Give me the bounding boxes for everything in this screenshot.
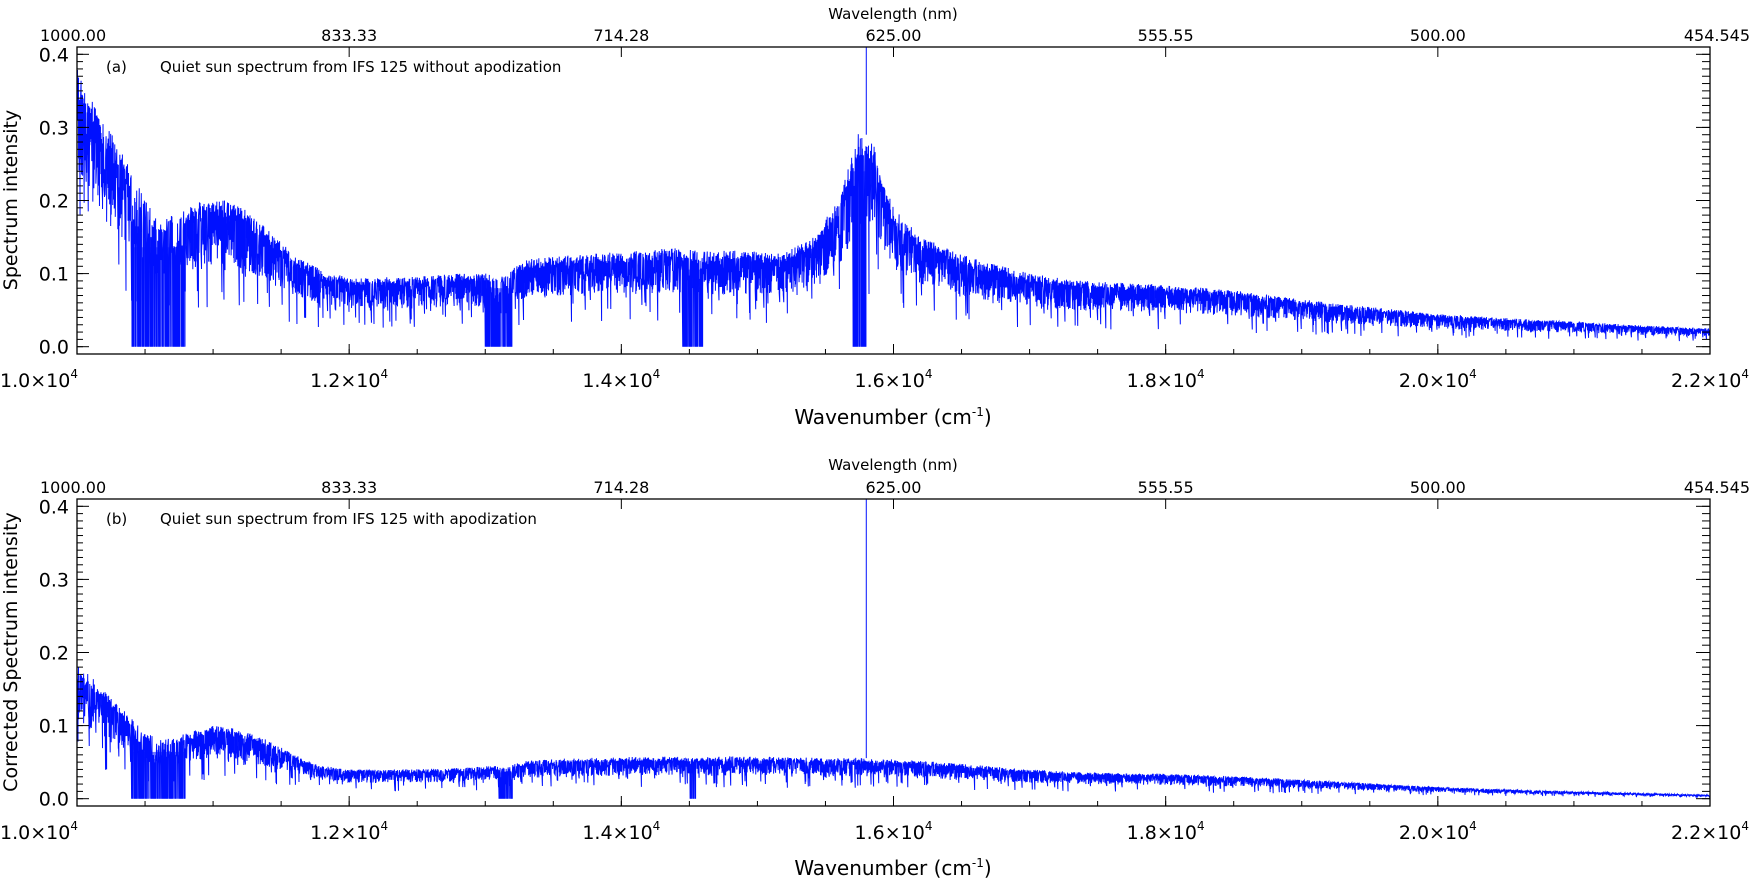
panel-b-series-group <box>76 499 1711 799</box>
panel-a-xtick-label-0: 1.0×104 <box>0 367 78 392</box>
panel-b-x2tick-label-2: 714.28 <box>593 478 649 497</box>
panel-b-absorption-band-1 <box>498 772 513 799</box>
panel-a-ytick-label-3: 0.3 <box>39 117 69 139</box>
panel-b-ytick-label-4: 0.4 <box>39 496 69 518</box>
panel-a-absorption-band-3 <box>852 171 867 347</box>
panel-a-ylabel: Spectrum intensity <box>0 110 22 290</box>
panel-b-absorption-band-2 <box>689 765 697 799</box>
panel-a-xtick-label-6: 2.2×104 <box>1671 367 1749 392</box>
panel-a-ytick-label-1: 0.1 <box>39 264 69 286</box>
panel-b-xtick-label-3: 1.6×104 <box>855 819 933 844</box>
panel-a-plot-frame <box>76 46 1711 355</box>
panel-b-xtick-label-0: 1.0×104 <box>0 819 78 844</box>
panel-b-x2tick-label-0: 1000.00 <box>40 478 106 497</box>
panel-b-x2tick-label-6: 454.545 <box>1684 478 1750 497</box>
panel-a-xlabel-end: ) <box>984 405 992 429</box>
panel-b-xtick-label-5: 2.0×104 <box>1399 819 1477 844</box>
panel-b-x2tick-label-1: 833.33 <box>321 478 377 497</box>
panel-a-label: (a) <box>106 58 127 76</box>
panel-a-x2tick-label-4: 555.55 <box>1138 26 1194 45</box>
panel-a-series-group <box>76 47 1711 347</box>
panel-b-ytick-label-2: 0.2 <box>39 643 69 665</box>
panel-b-xlabel-end: ) <box>984 856 992 880</box>
panel-a-ytick-label-4: 0.4 <box>39 44 69 66</box>
panel-b-ytick-label-1: 0.1 <box>39 716 69 738</box>
panel-b-axes: 1.0×104 1.2×104 1.4×104 1.6×104 1.8×104 2.0×1… <box>0 478 1750 844</box>
panel-b-spectrum-line <box>76 663 1711 799</box>
panel-a-absorption-band-0 <box>131 247 186 347</box>
panel-b-xtick-label-4: 1.8×104 <box>1127 819 1205 844</box>
panel-a-xtick-label-1: 1.2×104 <box>310 367 388 392</box>
panel-a-x2tick-label-0: 1000.00 <box>40 26 106 45</box>
panel-a-xtick-label-4: 1.8×104 <box>1127 367 1205 392</box>
panel-b-x2tick-label-5: 500.00 <box>1410 478 1466 497</box>
panel-b-ytick-label-0: 0.0 <box>39 789 69 811</box>
panel-a-ytick-label-2: 0.2 <box>39 191 69 213</box>
panel-b-xlabel: Wavenumber (cm-1) <box>794 856 991 880</box>
panel-b-xtick-label-1: 1.2×104 <box>310 819 388 844</box>
panel-b-xtick-label-6: 2.2×104 <box>1671 819 1749 844</box>
panel-a-x2tick-label-3: 625.00 <box>866 26 922 45</box>
panel-b: 1.0×104 1.2×104 1.4×104 1.6×104 1.8×104 2.0×1… <box>0 456 1750 880</box>
panel-b-ytick-label-3: 0.3 <box>39 569 69 591</box>
panel-a-annotation: Quiet sun spectrum from IFS 125 without … <box>160 58 561 76</box>
panel-a-absorption-band-1 <box>485 288 513 347</box>
panel-a-x2tick-label-1: 833.33 <box>321 26 377 45</box>
panel-b-absorption-band-0 <box>131 751 186 799</box>
panel-a-xlabel: Wavenumber (cm-1) <box>794 405 991 429</box>
panel-a-x2tick-label-6: 454.545 <box>1684 26 1750 45</box>
panel-a-axes: 1.0×104 1.2×104 1.4×104 1.6×104 1.8×104 2.0×1… <box>0 26 1750 392</box>
panel-b-x2-title: Wavelength (nm) <box>828 456 958 474</box>
panel-a-xtick-label-2: 1.4×104 <box>582 367 660 392</box>
panel-a-x2tick-label-2: 714.28 <box>593 26 649 45</box>
panel-b-ylabel: Corrected Spectrum intensity <box>0 512 22 792</box>
panel-b-plot-frame <box>76 498 1711 807</box>
panel-a-x2-title: Wavelength (nm) <box>828 5 958 23</box>
panel-a-xlabel-sup: -1 <box>972 405 984 419</box>
panel-a-spectrum-line <box>76 70 1711 347</box>
panel-a-ytick-label-0: 0.0 <box>39 337 69 359</box>
panel-b-x2tick-label-4: 555.55 <box>1138 478 1194 497</box>
panel-a-xtick-label-5: 2.0×104 <box>1399 367 1477 392</box>
panel-b-xlabel-main: Wavenumber (cm <box>794 856 972 880</box>
panel-a-absorption-band-2 <box>682 269 703 347</box>
panel-b-x2tick-label-3: 625.00 <box>866 478 922 497</box>
panel-b-label: (b) <box>106 510 127 528</box>
panel-a-xlabel-main: Wavenumber (cm <box>794 405 972 429</box>
panel-b-xtick-label-2: 1.4×104 <box>582 819 660 844</box>
panel-b-xlabel-sup: -1 <box>972 856 984 870</box>
panel-a-x2tick-label-5: 500.00 <box>1410 26 1466 45</box>
panel-b-annotation: Quiet sun spectrum from IFS 125 with apo… <box>160 510 537 528</box>
panel-a-xtick-label-3: 1.6×104 <box>855 367 933 392</box>
panel-a: 1.0×104 1.2×104 1.4×104 1.6×104 1.8×104 2.0×1… <box>0 5 1750 429</box>
